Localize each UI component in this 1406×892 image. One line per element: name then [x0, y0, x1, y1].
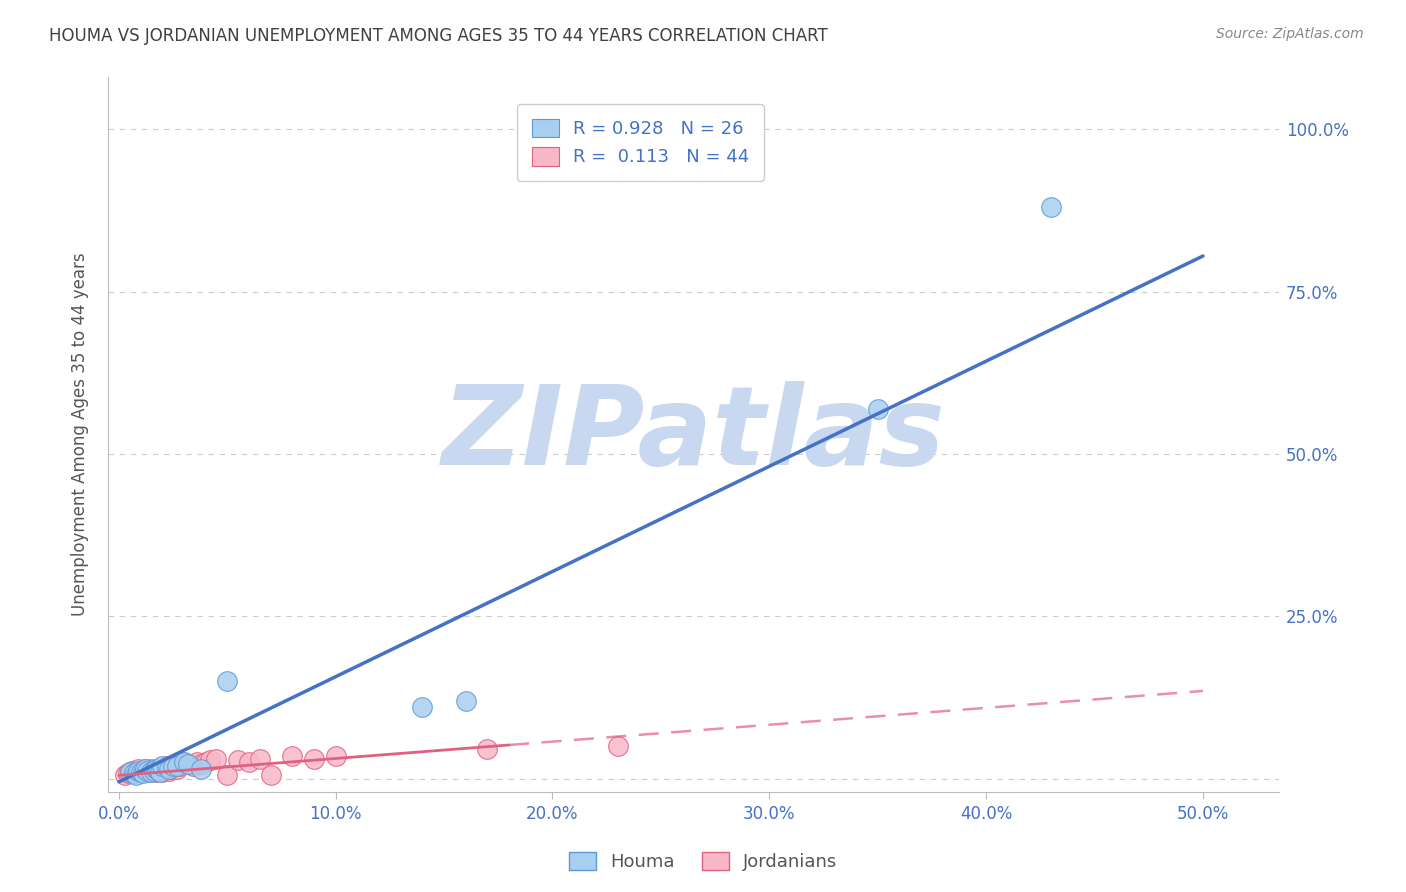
Point [181, 758, 204, 772]
Point [157, 764, 180, 778]
Point [125, 768, 148, 782]
Point [166, 758, 188, 772]
Point [127, 762, 149, 776]
Point [146, 762, 169, 776]
Point [165, 760, 187, 774]
Point [259, 768, 281, 782]
Point [118, 765, 141, 780]
Point [150, 758, 173, 772]
Legend: Houma, Jordanians: Houma, Jordanians [561, 845, 845, 879]
Point [866, 401, 889, 416]
Point [281, 748, 304, 763]
Point [302, 752, 325, 766]
Point [125, 765, 148, 780]
Point [1040, 200, 1063, 214]
Point [142, 764, 165, 778]
Point [477, 742, 499, 756]
Point [145, 762, 167, 776]
Point [454, 694, 477, 708]
Point [153, 762, 176, 776]
Point [155, 760, 177, 774]
Point [160, 762, 183, 776]
Point [131, 765, 153, 780]
Point [190, 762, 212, 776]
Point [166, 762, 188, 776]
Point [169, 758, 191, 772]
Point [411, 700, 433, 714]
Point [129, 764, 152, 778]
Point [122, 766, 145, 780]
Point [150, 765, 173, 780]
Point [136, 764, 159, 778]
Point [190, 757, 212, 772]
Text: HOUMA VS JORDANIAN UNEMPLOYMENT AMONG AGES 35 TO 44 YEARS CORRELATION CHART: HOUMA VS JORDANIAN UNEMPLOYMENT AMONG AG… [49, 27, 828, 45]
Point [249, 752, 271, 766]
Point [149, 765, 172, 780]
Point [141, 762, 163, 776]
Point [217, 768, 239, 782]
Point [186, 756, 208, 770]
Point [177, 757, 200, 772]
Text: Source: ZipAtlas.com: Source: ZipAtlas.com [1216, 27, 1364, 41]
Point [138, 765, 160, 780]
Point [217, 674, 239, 689]
Point [155, 758, 177, 772]
Point [127, 764, 149, 778]
Point [173, 756, 195, 770]
Point [194, 756, 217, 770]
Point [118, 765, 141, 780]
Y-axis label: Unemployment Among Ages 35 to 44 years: Unemployment Among Ages 35 to 44 years [72, 252, 89, 616]
Point [146, 763, 169, 777]
Point [238, 756, 260, 770]
Point [121, 764, 143, 778]
Point [122, 766, 145, 780]
Point [325, 748, 347, 763]
Point [162, 758, 184, 772]
Point [131, 766, 153, 780]
Point [226, 753, 249, 767]
Text: ZIPatlas: ZIPatlas [441, 381, 945, 488]
Point [134, 762, 156, 776]
Point [114, 768, 136, 782]
Point [606, 739, 628, 753]
Point [117, 766, 139, 780]
Legend: R = 0.928   N = 26, R =  0.113   N = 44: R = 0.928 N = 26, R = 0.113 N = 44 [517, 104, 763, 181]
Point [205, 752, 228, 766]
Point [145, 765, 167, 780]
Point [129, 765, 152, 780]
Point [142, 764, 165, 778]
Point [136, 764, 159, 778]
Point [173, 756, 195, 770]
Point [134, 762, 156, 776]
Point [157, 762, 180, 776]
Point [177, 757, 200, 772]
Point [162, 758, 184, 772]
Point [198, 753, 221, 767]
Point [141, 765, 163, 780]
Point [149, 764, 172, 778]
